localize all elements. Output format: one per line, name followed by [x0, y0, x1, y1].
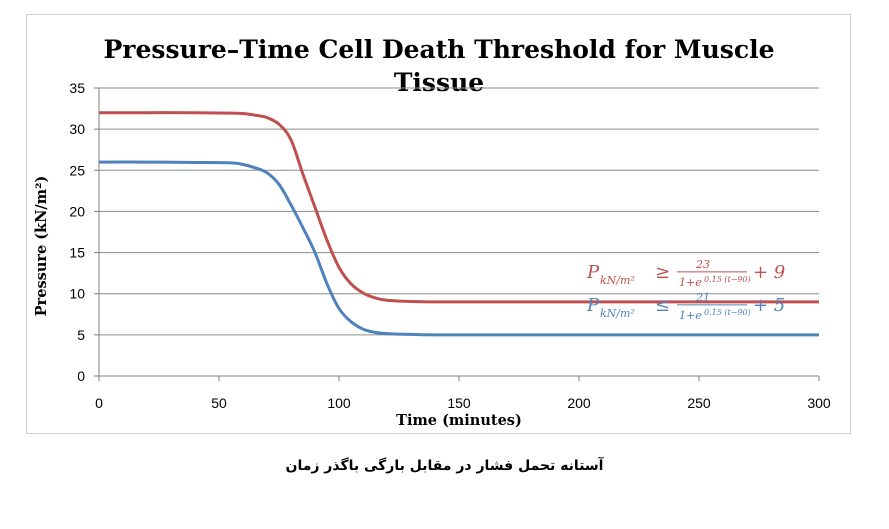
chart-title-line-1: Pressure–Time Cell Death Threshold for M…: [104, 35, 775, 64]
chart-title-line-2: Tissue: [394, 68, 484, 97]
formula-exponent: 0.15 (t−90): [704, 275, 751, 284]
x-axis-title: Time (minutes): [396, 412, 522, 429]
y-tick-label: 30: [69, 121, 85, 137]
x-tick-label: 100: [327, 395, 351, 411]
chart-svg: Pressure–Time Cell Death Threshold for M…: [33, 35, 831, 429]
gridlines: [99, 87, 819, 336]
axes: [94, 87, 820, 381]
x-tick-label: 200: [567, 395, 591, 411]
formula-operator: ≤: [655, 295, 670, 316]
formula-lhs: P: [586, 262, 600, 283]
x-tick-label: 150: [447, 395, 471, 411]
y-tick-label: 0: [77, 368, 85, 384]
x-tick-label: 50: [211, 395, 227, 411]
x-tick-label: 250: [687, 395, 711, 411]
chart-frame: Pressure–Time Cell Death Threshold for M…: [26, 14, 851, 434]
formula-operator: ≥: [655, 262, 670, 283]
x-tick-label: 0: [95, 395, 103, 411]
upper-threshold-line: [99, 111, 819, 304]
series-lines: [98, 111, 819, 337]
y-tick-label: 35: [69, 80, 85, 96]
y-tick-label: 25: [69, 162, 85, 178]
x-tick-label: 300: [807, 395, 831, 411]
formula-subscript: kN/m²: [600, 274, 635, 287]
formula-constant: + 9: [753, 262, 785, 283]
y-tick-label: 20: [69, 203, 85, 219]
formula-exponent: 0.15 (t−90): [704, 308, 751, 317]
y-tick-label: 5: [77, 327, 85, 343]
formula-lhs: P: [586, 295, 600, 316]
figure-caption: آستانه تحمل فشار در مقابل بارگی باگذر زم…: [285, 458, 604, 474]
formula-numerator: 21: [695, 291, 710, 304]
formula-numerator: 23: [695, 258, 710, 271]
formula-subscript: kN/m²: [600, 307, 635, 320]
formula-denominator: 1+e: [679, 309, 702, 322]
y-tick-label: 15: [69, 245, 85, 261]
formula-denominator: 1+e: [679, 276, 702, 289]
y-tick-label: 10: [69, 286, 85, 302]
formula-constant: + 5: [753, 295, 785, 316]
tick-labels: 0 5 10 15 20 25 30 35 0 50 100 150 200 250 300: [69, 80, 830, 411]
lower-threshold-line: [98, 160, 819, 337]
y-axis-title: Pressure (kN/m²): [33, 176, 50, 317]
